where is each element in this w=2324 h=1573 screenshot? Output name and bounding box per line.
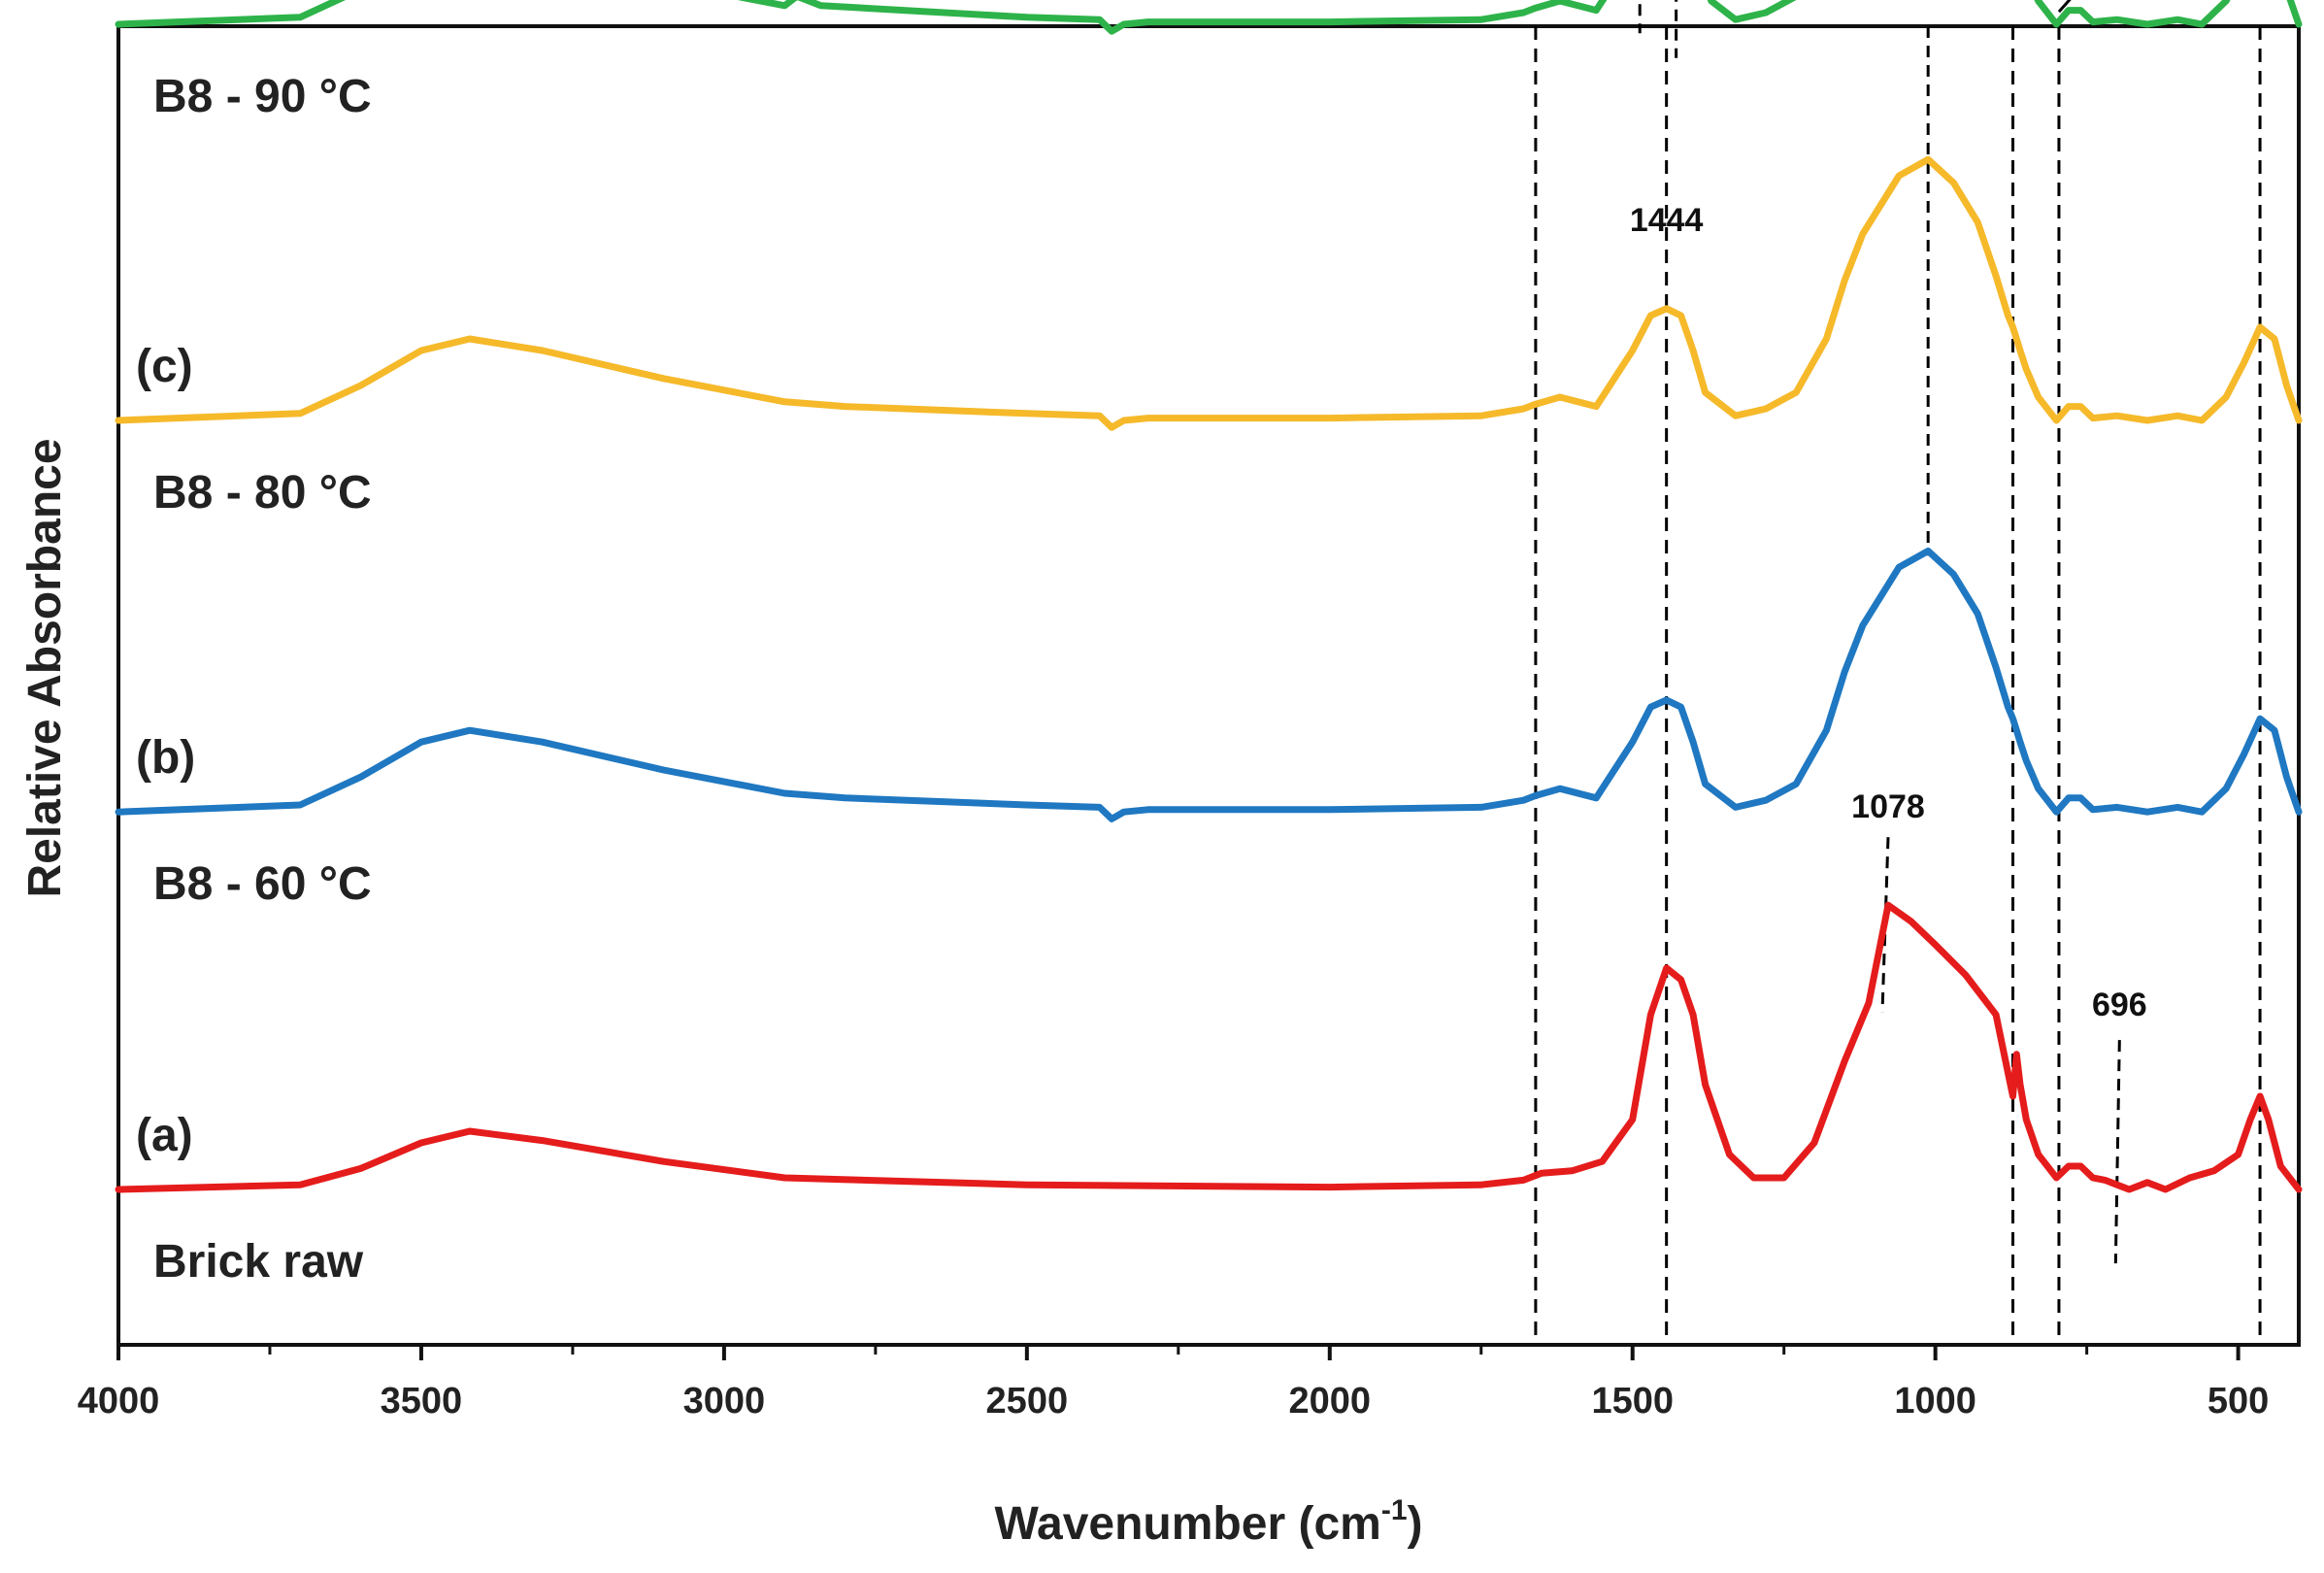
curve-tag-b: (b) — [136, 732, 195, 784]
x-axis-tick-labels: 4000 3500 3000 2500 2000 1500 1000 500 — [78, 1381, 2270, 1422]
sample-name-c: B8 - 80 °C — [153, 467, 372, 519]
curve-tags: (a)(b)(c)(d) — [136, 341, 195, 1161]
peak-leader-796 — [2057, 0, 2072, 14]
plot-frame — [116, 24, 2301, 1347]
spectrum-c — [115, 155, 2303, 431]
curve-tag-c: (c) — [136, 341, 193, 392]
peak-label-1078: 1078 — [1851, 788, 1925, 825]
reference-lines — [1534, 26, 2262, 1335]
x-tick-label-2500: 2500 — [986, 1381, 1069, 1422]
sample-name-a: Brick raw — [153, 1236, 364, 1288]
spectrum-a — [115, 901, 2303, 1193]
x-tick-label-3000: 3000 — [683, 1381, 766, 1422]
x-axis-ticks — [116, 1345, 2241, 1360]
peak-label-696: 696 — [2092, 987, 2147, 1023]
peak-labels: 166014881428101287279646414441078696 — [1630, 202, 2147, 1023]
x-tick-label-4000: 4000 — [78, 1381, 160, 1422]
sample-name-b: B8 - 60 °C — [153, 858, 372, 910]
sample-names: Brick raw B8 - 60 °C B8 - 80 °C B8 - 90 °C — [153, 71, 372, 1288]
x-axis-title: Wavenumber (cm-1) — [995, 1494, 1423, 1550]
x-tick-label-1500: 1500 — [1591, 1381, 1674, 1422]
x-tick-label-1000: 1000 — [1894, 1381, 1976, 1422]
x-tick-label-500: 500 — [2208, 1381, 2269, 1422]
sample-name-d: B8 - 90 °C — [153, 71, 372, 122]
spectrum-b — [115, 547, 2303, 822]
y-axis-title: Relative Absorbance — [19, 438, 71, 897]
curve-tag-a: (a) — [136, 1110, 193, 1161]
x-tick-label-2000: 2000 — [1289, 1381, 1372, 1422]
peak-label-1444: 1444 — [1630, 202, 1704, 239]
spectra — [115, 0, 2303, 1193]
spectrum-d — [115, 0, 2303, 35]
peak-marker-696 — [2113, 1040, 2121, 1264]
x-tick-label-3500: 3500 — [381, 1381, 463, 1422]
peak-markers — [1638, 0, 2121, 1264]
